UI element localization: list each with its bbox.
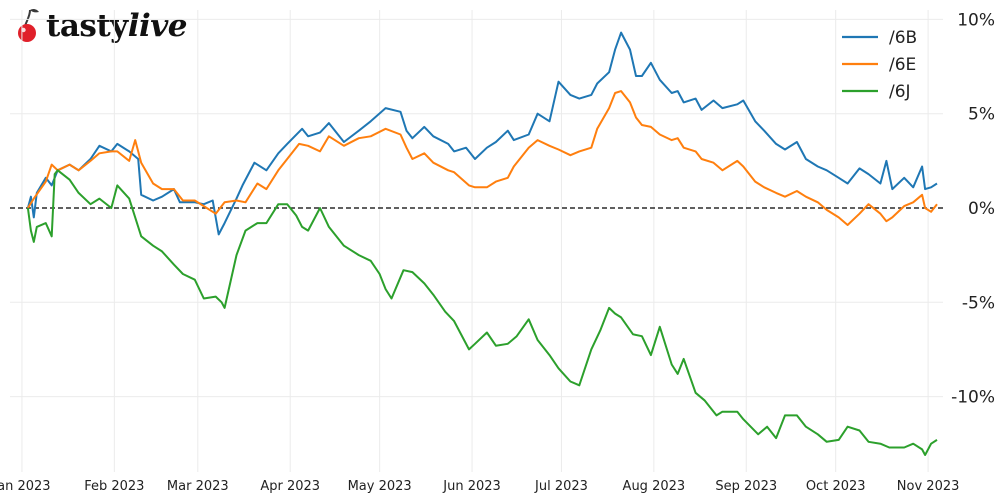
series-line-6e	[27, 90, 938, 226]
x-tick-label: May 2023	[348, 479, 412, 494]
legend-label: /6E	[889, 55, 916, 75]
x-tick-label: Jan 2023	[0, 479, 51, 494]
x-tick-label: Mar 2023	[167, 479, 229, 494]
y-axis: 10% 5% 0% -5% -10%	[951, 10, 995, 407]
x-tick-label: Jul 2023	[534, 479, 588, 494]
logo-text-live: live	[127, 8, 188, 44]
series-line-6j	[26, 169, 938, 456]
y-tick-label: 10%	[957, 10, 995, 30]
x-axis: Jan 2023 Feb 2023 Mar 2023 Apr 2023 May 2023…	[0, 479, 959, 494]
series-layer	[26, 31, 938, 456]
x-tick-label: Feb 2023	[84, 479, 144, 494]
legend-label: /6B	[889, 28, 917, 48]
legend-label: /6J	[889, 82, 911, 102]
legend: /6B/6E/6J	[842, 28, 917, 102]
x-tick-label: Sep 2023	[715, 479, 777, 494]
x-tick-label: Oct 2023	[806, 479, 866, 494]
x-tick-label: Nov 2023	[897, 479, 960, 494]
y-tick-label: -5%	[962, 293, 995, 313]
y-tick-label: 0%	[968, 199, 995, 219]
grid	[10, 10, 943, 472]
y-tick-label: 5%	[968, 105, 995, 125]
x-tick-label: Apr 2023	[260, 479, 320, 494]
y-tick-label: -10%	[951, 388, 995, 408]
x-tick-label: Jun 2023	[442, 479, 501, 494]
series-line-6b	[26, 31, 938, 236]
x-tick-label: Aug 2023	[623, 479, 686, 494]
